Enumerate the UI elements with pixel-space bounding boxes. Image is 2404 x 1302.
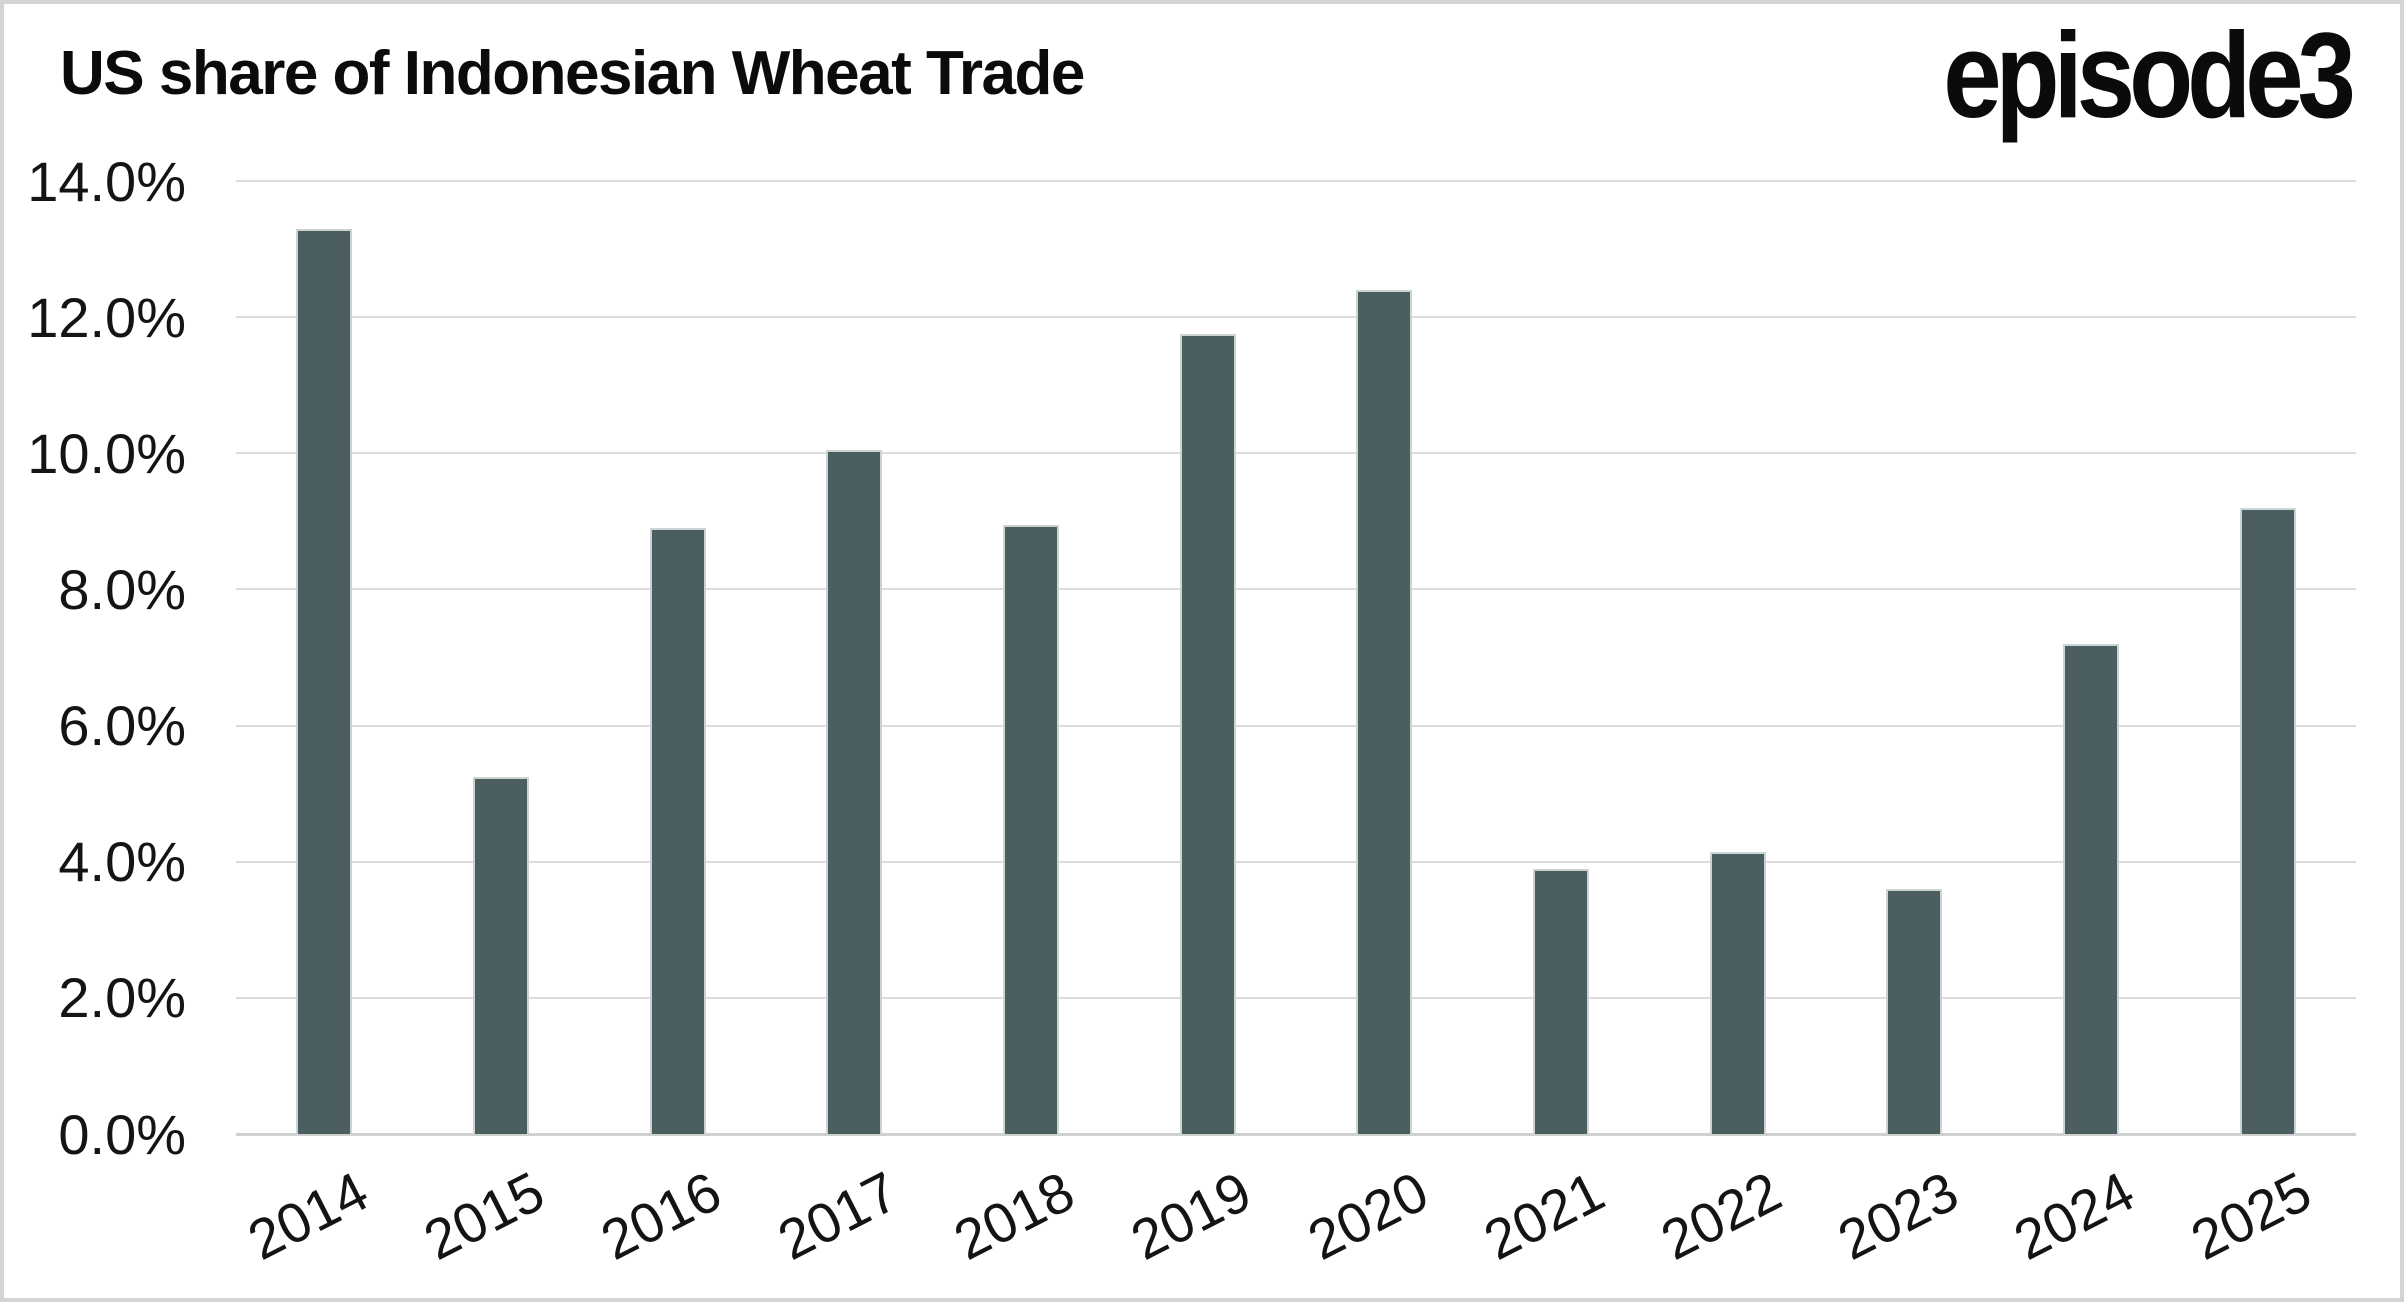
bar-2025	[2239, 507, 2296, 1134]
y-gridline	[236, 588, 2356, 591]
page-title: US share of Indonesian Wheat Trade	[60, 39, 1085, 108]
bar-2015	[473, 776, 529, 1134]
x-tick-label: 2025	[2181, 1159, 2321, 1272]
y-tick-label: 4.0%	[58, 830, 186, 894]
y-gridline	[236, 724, 2356, 727]
bar-2022	[1709, 851, 1766, 1134]
bar-2014	[296, 228, 353, 1134]
bar-2018	[1003, 524, 1059, 1134]
y-gridline	[236, 180, 2356, 182]
y-tick-label: 14.0%	[27, 149, 186, 213]
y-gridline	[236, 996, 2356, 999]
x-tick-label: 2023	[1827, 1159, 1968, 1272]
bar-2016	[649, 528, 706, 1134]
y-gridline	[236, 860, 2356, 863]
bar-2023	[1886, 888, 1943, 1134]
y-tick-label: 10.0%	[27, 421, 186, 485]
bar-2019	[1179, 334, 1236, 1134]
x-tick-label: 2014	[237, 1159, 378, 1272]
x-tick-label: 2016	[591, 1159, 731, 1272]
x-tick-label: 2022	[1651, 1159, 1791, 1272]
x-tick-label: 2015	[414, 1159, 555, 1272]
y-tick-label: 8.0%	[58, 557, 186, 621]
bar-2020	[1356, 289, 1413, 1134]
x-tick-label: 2024	[2004, 1159, 2145, 1272]
y-tick-label: 6.0%	[58, 694, 186, 758]
y-gridline	[236, 452, 2356, 455]
x-tick-label: 2018	[944, 1159, 1085, 1272]
x-tick-label: 2020	[1297, 1159, 1438, 1272]
bar-2017	[826, 449, 883, 1134]
x-axis-line	[236, 1132, 2356, 1136]
brand-logo: episode3	[1943, 7, 2356, 143]
bar-2024	[2063, 643, 2119, 1134]
y-gridline	[236, 316, 2356, 319]
plot-area: 0.0% 2.0% 4.0% 6.0% 8.0% 10.0% 12.0% 14.0% 2014 2…	[4, 4, 2400, 1298]
y-tick-label: 0.0%	[58, 1102, 186, 1166]
bar-2021	[1533, 868, 1589, 1134]
x-tick-label: 2019	[1121, 1159, 1261, 1272]
x-tick-label: 2017	[767, 1159, 908, 1272]
x-tick-label: 2021	[1474, 1159, 1615, 1272]
y-tick-label: 2.0%	[58, 966, 186, 1030]
y-tick-label: 12.0%	[27, 285, 186, 349]
